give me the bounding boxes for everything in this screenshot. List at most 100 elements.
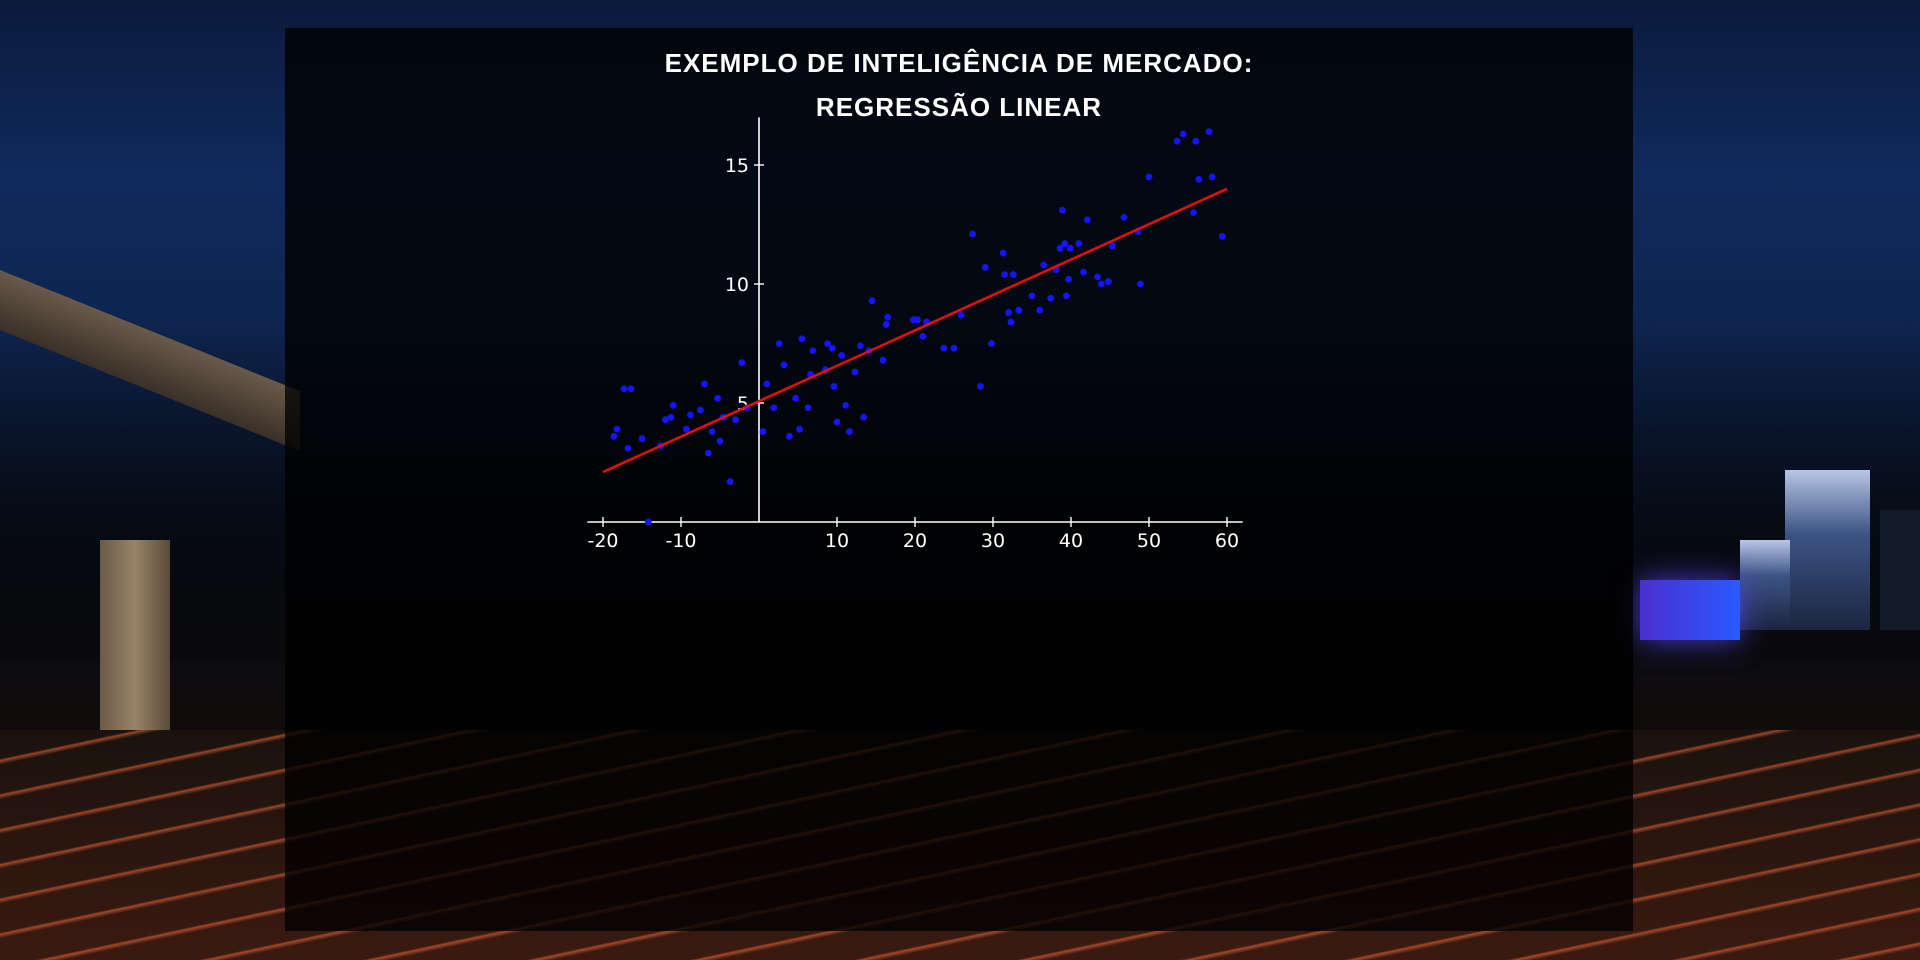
building xyxy=(1880,510,1920,630)
data-point xyxy=(1001,271,1009,278)
data-point xyxy=(613,425,621,433)
data-point xyxy=(1205,128,1213,136)
data-point xyxy=(624,444,632,452)
data-point xyxy=(792,394,800,402)
data-point xyxy=(732,416,739,424)
data-point xyxy=(838,352,846,359)
data-point xyxy=(1080,268,1087,276)
data-point xyxy=(638,435,646,443)
data-point xyxy=(1120,213,1128,221)
data-point xyxy=(798,335,806,343)
data-point xyxy=(977,382,984,390)
chart-panel: EXEMPLO DE INTELIGÊNCIA DE MERCADO: REGR… xyxy=(285,28,1633,931)
billboard xyxy=(1640,580,1740,640)
data-point xyxy=(686,411,694,419)
data-point xyxy=(940,344,948,352)
data-point xyxy=(1036,306,1044,314)
data-point xyxy=(714,394,722,402)
data-point xyxy=(824,340,832,347)
y-tick-label: 10 xyxy=(725,274,749,296)
data-point xyxy=(1192,137,1200,145)
data-point xyxy=(1105,278,1112,286)
x-tick-label: 20 xyxy=(903,530,927,552)
building xyxy=(1740,540,1790,630)
data-point xyxy=(884,313,892,321)
data-point xyxy=(1062,292,1070,300)
data-point xyxy=(1009,271,1017,278)
data-point xyxy=(1173,137,1181,145)
x-tick-label: 30 xyxy=(981,530,1005,552)
data-point xyxy=(763,380,771,388)
data-point xyxy=(1061,240,1069,247)
data-point xyxy=(1015,306,1023,314)
data-point xyxy=(1145,173,1153,181)
data-point xyxy=(999,249,1007,257)
data-point xyxy=(1094,273,1101,281)
chart-title-line-2: REGRESSÃO LINEAR xyxy=(815,92,1103,122)
regression-line xyxy=(602,187,1228,474)
data-point xyxy=(913,316,921,324)
data-point xyxy=(1137,280,1144,288)
data-point xyxy=(1208,173,1216,181)
data-point xyxy=(919,332,927,340)
data-point xyxy=(1005,309,1012,316)
data-point xyxy=(828,344,836,352)
data-point xyxy=(1028,292,1036,300)
x-tick-label: -20 xyxy=(587,530,618,552)
data-point xyxy=(780,361,788,369)
data-point xyxy=(1218,233,1226,240)
data-point xyxy=(1190,209,1197,217)
data-point xyxy=(738,359,746,366)
data-point xyxy=(1098,280,1105,288)
x-tick-label: 60 xyxy=(1215,530,1239,552)
data-point xyxy=(786,432,793,440)
data-point xyxy=(620,385,628,393)
data-point xyxy=(804,404,812,412)
x-tick-label: 10 xyxy=(825,530,849,552)
data-point xyxy=(627,385,635,393)
data-point xyxy=(988,340,995,347)
data-point xyxy=(833,418,841,426)
data-point xyxy=(662,416,669,424)
data-point xyxy=(868,297,876,305)
building xyxy=(1785,470,1870,630)
data-point xyxy=(667,413,675,421)
data-point xyxy=(1059,206,1066,214)
data-point xyxy=(879,356,887,364)
data-point xyxy=(842,401,849,409)
data-point xyxy=(809,347,817,355)
data-point xyxy=(683,425,690,433)
data-point xyxy=(851,368,859,376)
data-point xyxy=(1047,294,1055,302)
data-point xyxy=(697,406,704,414)
data-point xyxy=(759,428,767,435)
data-point xyxy=(644,518,652,526)
data-point xyxy=(701,380,708,388)
x-tick-label: 40 xyxy=(1059,530,1083,552)
data-point xyxy=(957,311,965,319)
data-point xyxy=(1007,318,1015,326)
x-tick-label: 50 xyxy=(1137,530,1161,552)
chart-title-line-1: EXEMPLO DE INTELIGÊNCIA DE MERCADO: xyxy=(664,48,1254,78)
data-point xyxy=(775,340,783,347)
data-point xyxy=(726,478,734,485)
data-point xyxy=(860,413,867,421)
data-point xyxy=(1056,244,1064,252)
data-point xyxy=(716,437,724,445)
data-point xyxy=(882,321,890,328)
data-point xyxy=(857,342,864,350)
data-point xyxy=(1075,240,1083,247)
data-point xyxy=(1108,242,1116,250)
data-point xyxy=(770,404,778,412)
data-point xyxy=(969,230,977,238)
data-point xyxy=(1195,175,1203,183)
data-point xyxy=(796,425,803,433)
data-point xyxy=(981,263,989,271)
data-point xyxy=(846,428,853,435)
data-point xyxy=(1065,275,1073,283)
data-point xyxy=(1040,261,1048,269)
data-point xyxy=(1083,216,1091,224)
data-point xyxy=(950,344,958,352)
data-point xyxy=(708,428,716,435)
